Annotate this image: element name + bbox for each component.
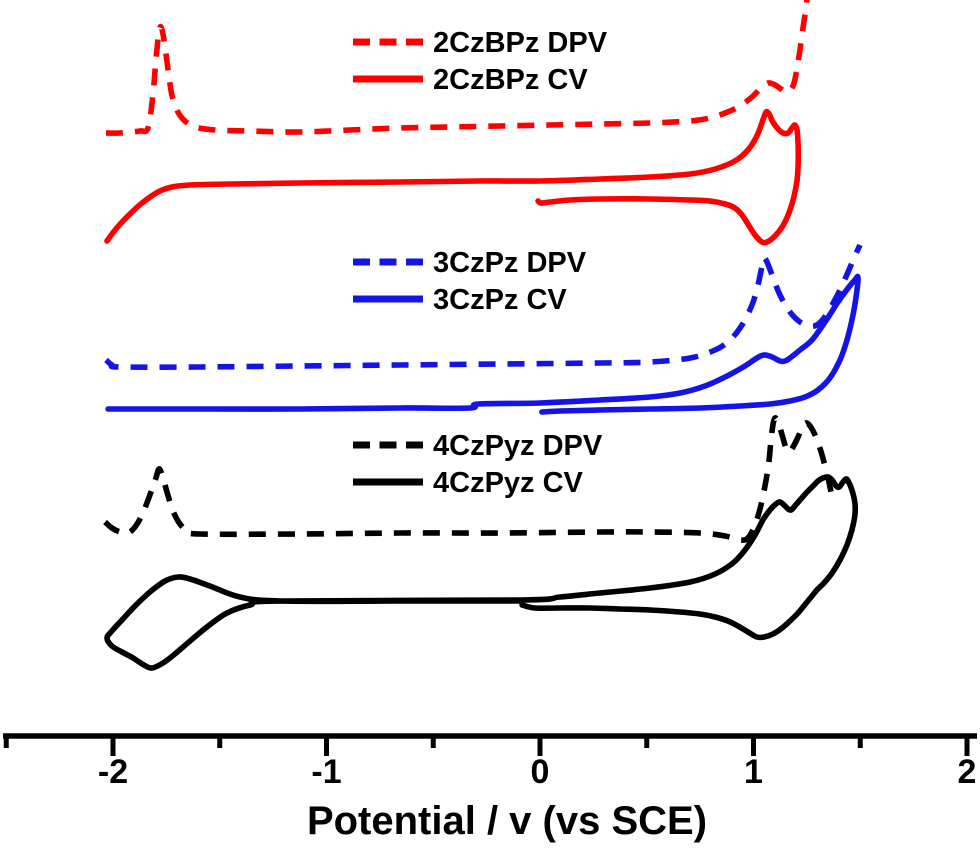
curves-layer bbox=[103, 0, 863, 671]
legend-label-3czpz-dpv: 3CzPz DPV bbox=[433, 247, 587, 279]
curve-2czbpz-dpv bbox=[105, 0, 810, 136]
x-tick-label-0: 0 bbox=[531, 753, 550, 791]
legend-label-4czpyz-dpv: 4CzPyz DPV bbox=[433, 430, 603, 462]
curve-4czpyz-cv bbox=[104, 474, 859, 671]
x-axis bbox=[3, 733, 978, 756]
legend-label-4czpyz-cv: 4CzPyz CV bbox=[433, 467, 584, 499]
legend-label-2czbpz-cv: 2CzBPz CV bbox=[433, 64, 588, 96]
x-tick-label--2: -2 bbox=[98, 753, 128, 791]
x-tick-label-2: 2 bbox=[958, 753, 977, 791]
legend-groups: 2CzBPz DPV 2CzBPz CV 3CzPz DPV 3CzPz CV 4CzP… bbox=[353, 27, 608, 499]
legend-label-2czbpz-dpv: 2CzBPz DPV bbox=[433, 27, 608, 59]
curve-2czbpz-cv bbox=[104, 108, 802, 246]
curve-4czpyz-dpv bbox=[103, 415, 836, 543]
legend-label-3czpz-cv: 3CzPz CV bbox=[433, 284, 567, 316]
x-axis-tick-labels: -2 -1 0 1 2 bbox=[98, 753, 977, 791]
x-tick-label-1: 1 bbox=[744, 753, 763, 791]
curve-3czpz-cv bbox=[105, 273, 861, 415]
x-tick-label--1: -1 bbox=[311, 753, 341, 791]
curve-3czpz-dpv bbox=[104, 243, 863, 370]
x-axis-title: Potential / v (vs SCE) bbox=[307, 799, 707, 843]
